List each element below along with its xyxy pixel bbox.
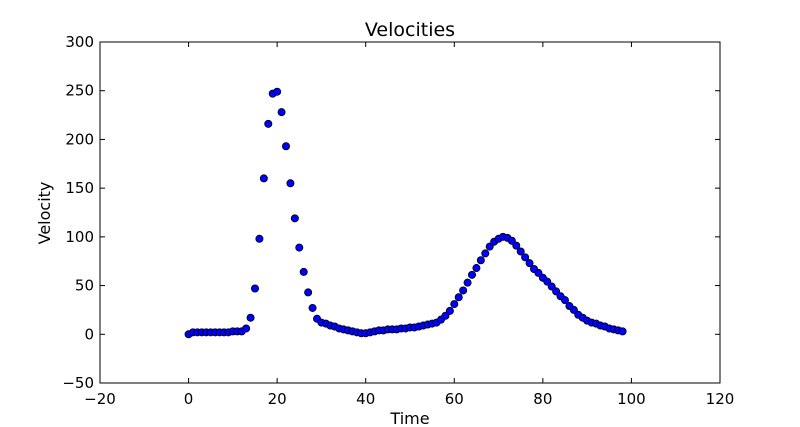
data-point xyxy=(543,277,552,286)
data-point xyxy=(308,303,317,312)
chart-title: Velocities xyxy=(365,19,455,41)
data-point xyxy=(250,284,259,293)
x-tick-label: 20 xyxy=(268,390,287,408)
data-point xyxy=(445,306,454,315)
data-point xyxy=(441,311,450,320)
x-tick-label: 80 xyxy=(533,390,552,408)
x-tick-label: 60 xyxy=(445,390,464,408)
data-point xyxy=(273,87,282,96)
y-tick-label: 150 xyxy=(65,179,94,197)
data-point xyxy=(507,236,516,245)
data-point xyxy=(459,286,468,295)
data-point xyxy=(290,214,299,223)
y-tick-label: 300 xyxy=(65,33,94,51)
x-tick-label: 40 xyxy=(356,390,375,408)
x-tick-label: 100 xyxy=(617,390,646,408)
y-tick-label: 100 xyxy=(65,228,94,246)
y-tick-label: −50 xyxy=(62,374,94,392)
x-tick-label: 120 xyxy=(706,390,735,408)
y-tick-label: 0 xyxy=(84,325,94,343)
data-point xyxy=(286,179,295,188)
data-point xyxy=(569,305,578,314)
data-point xyxy=(264,119,273,128)
data-point xyxy=(259,174,268,183)
data-point xyxy=(547,282,556,291)
data-point xyxy=(246,313,255,322)
y-tick-label: 50 xyxy=(75,277,94,295)
y-axis-label: Velocity xyxy=(35,182,54,245)
y-tick-label: 250 xyxy=(65,82,94,100)
data-point xyxy=(454,293,463,302)
data-point xyxy=(304,288,313,297)
data-point xyxy=(463,278,472,287)
data-point xyxy=(534,268,543,277)
x-tick-label: −20 xyxy=(84,390,116,408)
data-point xyxy=(476,256,485,265)
axis-ticks: −20 0 20 40 60 80 100 120 −50 0 50 100 150 200 250 300 xyxy=(62,33,734,408)
data-point xyxy=(295,243,304,252)
scatter-points xyxy=(184,87,627,339)
data-point xyxy=(299,267,308,276)
x-axis-label: Time xyxy=(389,409,429,427)
data-point xyxy=(561,296,570,305)
data-point xyxy=(277,108,286,117)
data-point xyxy=(618,327,627,336)
data-point xyxy=(485,242,494,251)
data-point xyxy=(281,142,290,151)
data-point xyxy=(521,253,530,262)
data-point xyxy=(525,259,534,268)
data-point xyxy=(450,300,459,309)
data-point xyxy=(516,247,525,256)
data-point xyxy=(512,241,521,250)
data-point xyxy=(472,264,481,273)
data-point xyxy=(242,324,251,333)
data-point xyxy=(552,287,561,296)
x-tick-label: 0 xyxy=(184,390,194,408)
data-point xyxy=(467,270,476,279)
y-tick-label: 200 xyxy=(65,130,94,148)
data-point xyxy=(255,234,264,243)
data-point xyxy=(481,249,490,258)
